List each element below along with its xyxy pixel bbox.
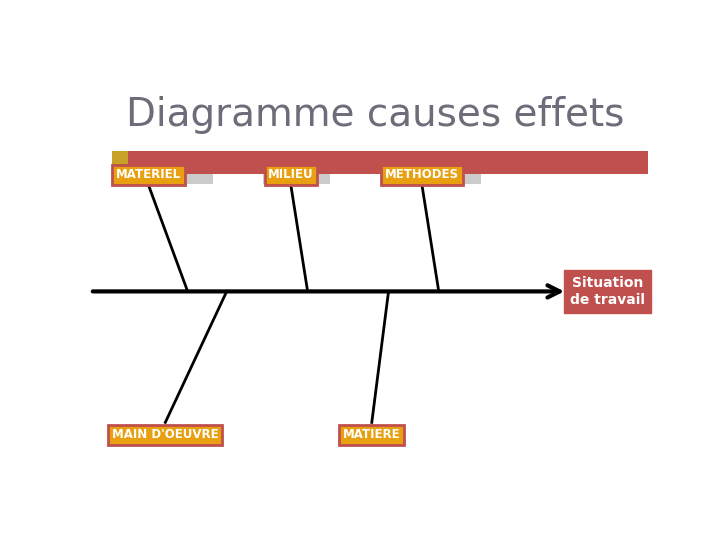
Text: MAIN D'OEUVRE: MAIN D'OEUVRE bbox=[112, 428, 219, 441]
Text: MATERIEL: MATERIEL bbox=[116, 168, 181, 181]
Text: Diagramme causes effets: Diagramme causes effets bbox=[126, 96, 625, 134]
FancyBboxPatch shape bbox=[263, 166, 330, 184]
FancyBboxPatch shape bbox=[112, 151, 648, 174]
FancyBboxPatch shape bbox=[126, 166, 213, 184]
Text: MILIEU: MILIEU bbox=[268, 168, 314, 181]
FancyBboxPatch shape bbox=[394, 166, 481, 184]
Text: Situation
de travail: Situation de travail bbox=[570, 276, 645, 307]
Text: MATIERE: MATIERE bbox=[343, 428, 400, 441]
FancyBboxPatch shape bbox=[112, 151, 128, 174]
Text: METHODES: METHODES bbox=[385, 168, 459, 181]
